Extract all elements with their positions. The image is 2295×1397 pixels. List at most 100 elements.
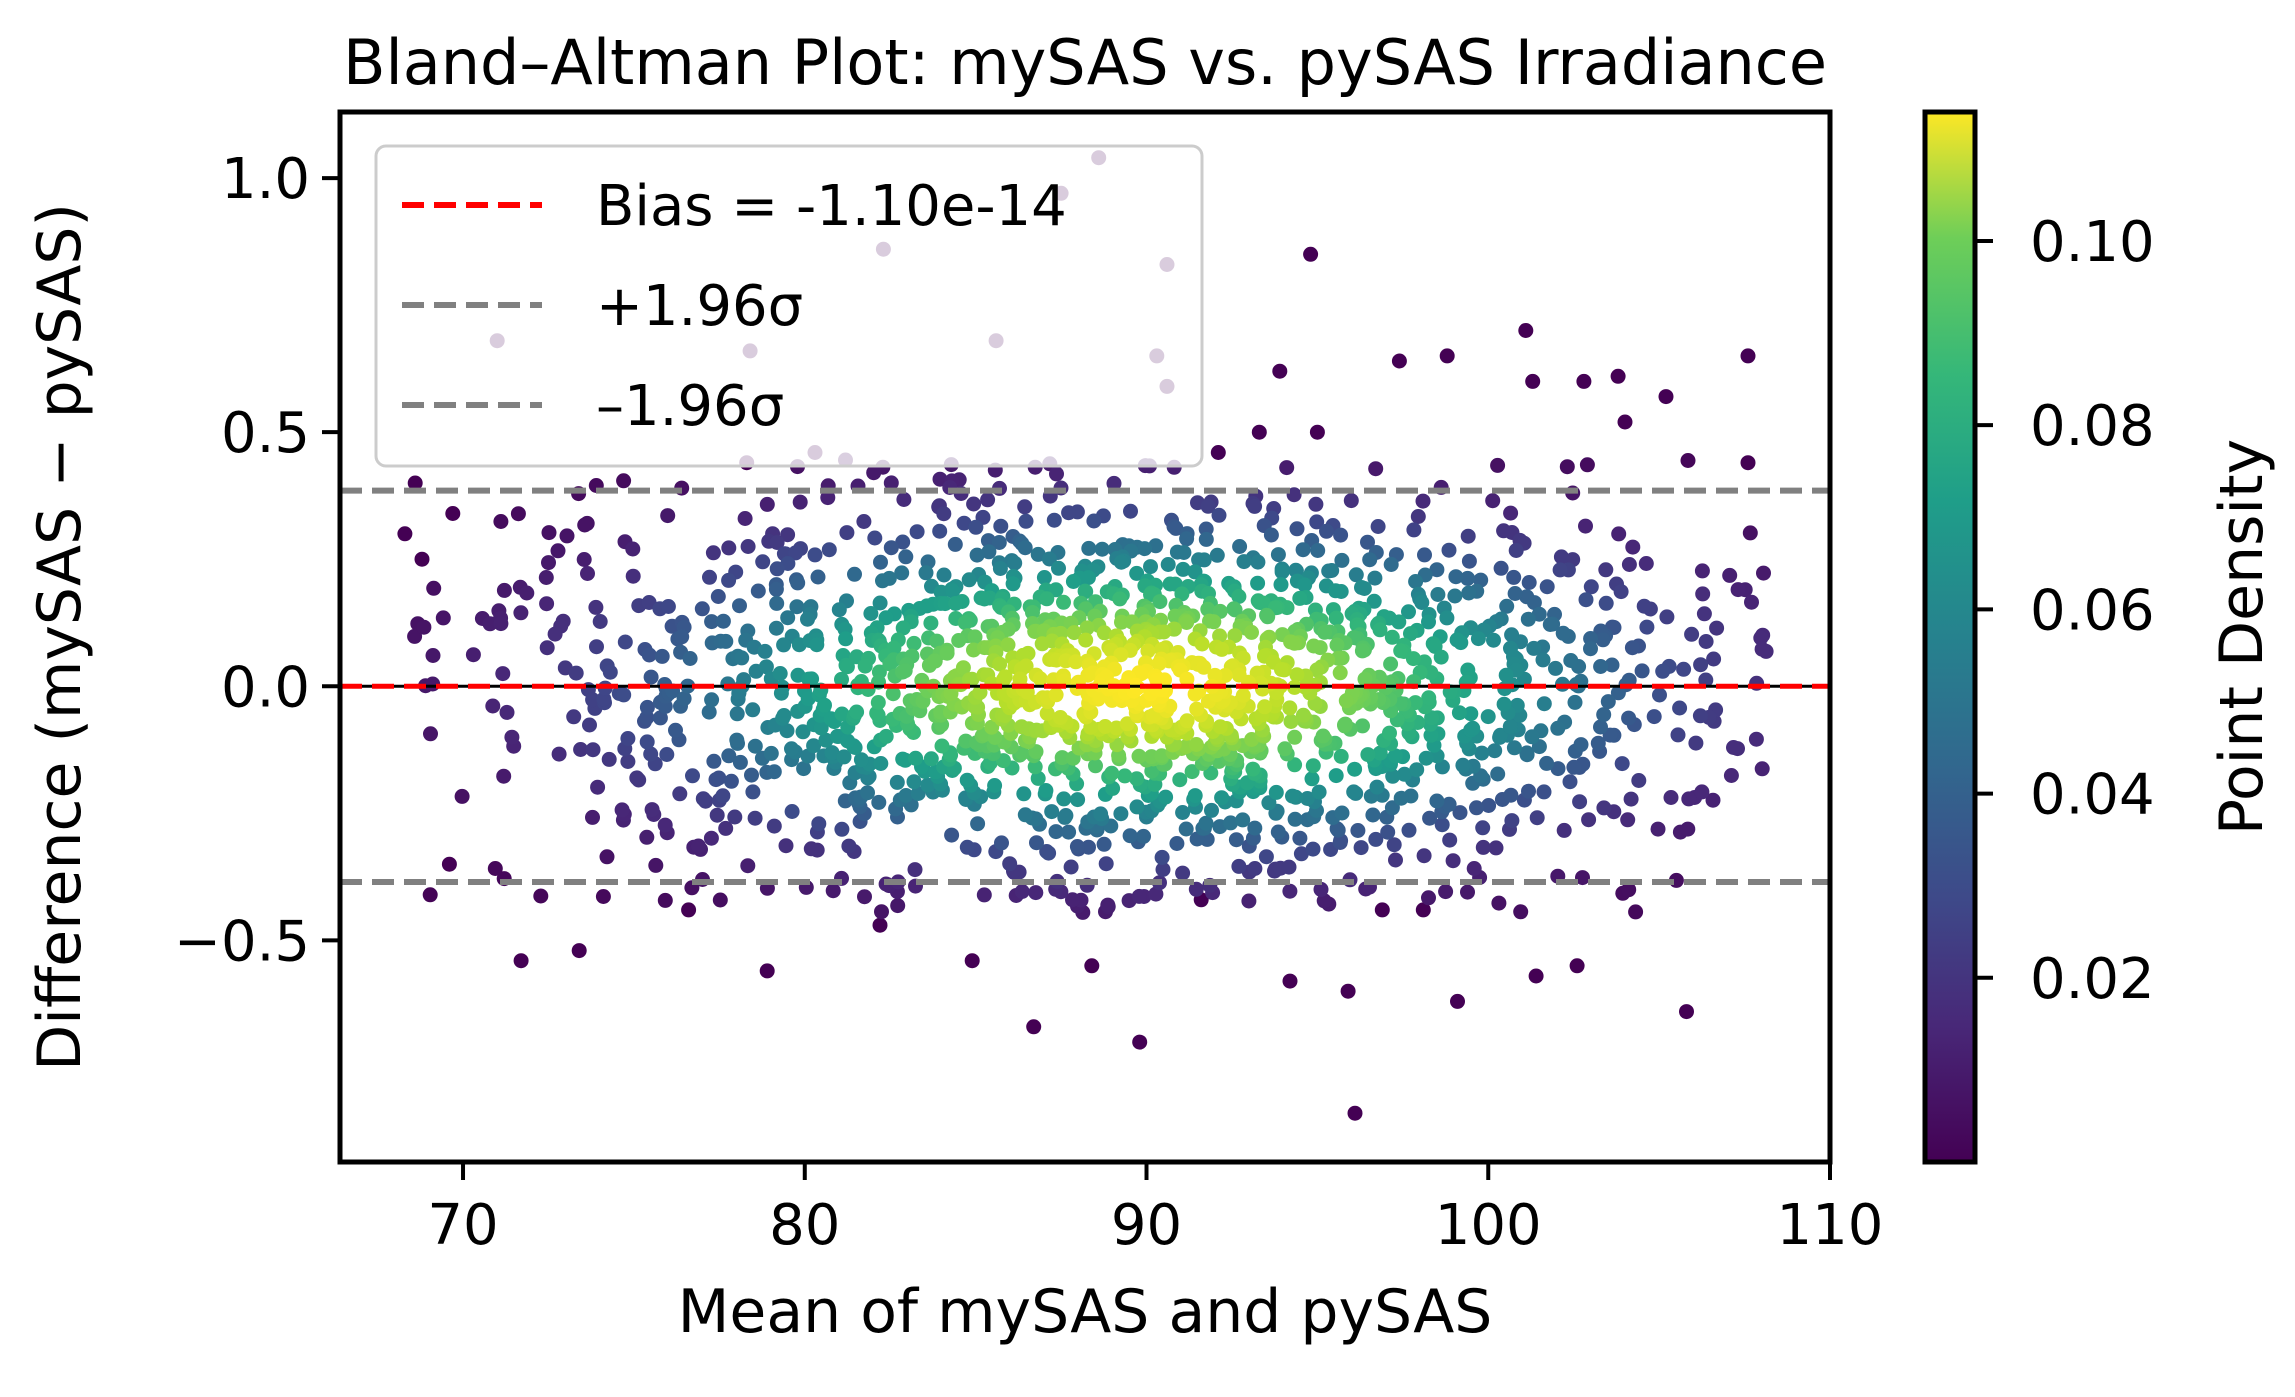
scatter-point (1129, 565, 1145, 581)
scatter-point (936, 506, 952, 522)
scatter-point (745, 702, 761, 718)
scatter-point (682, 651, 698, 666)
scatter-point (1017, 540, 1033, 556)
scatter-point (970, 816, 986, 832)
scatter-point (435, 610, 451, 626)
scatter-point (1343, 493, 1359, 509)
scatter-point (1245, 761, 1261, 777)
scatter-point (710, 589, 726, 604)
scatter-point (1567, 694, 1583, 710)
scatter-point (1299, 791, 1315, 806)
scatter-point (1133, 666, 1149, 682)
scatter-point (909, 524, 925, 540)
scatter-point (847, 566, 862, 582)
scatter-point (729, 732, 745, 748)
scatter-point (1553, 549, 1569, 565)
scatter-point (766, 764, 782, 780)
scatter-point (1453, 635, 1469, 651)
scatter-point (1485, 493, 1501, 509)
scatter-point (1328, 583, 1344, 599)
scatter-point (1475, 839, 1491, 855)
scatter-point (559, 528, 575, 544)
scatter-point (1372, 745, 1388, 761)
scatter-point (1694, 563, 1710, 579)
scatter-point (795, 724, 811, 740)
scatter-point (1211, 507, 1227, 523)
scatter-point (1097, 719, 1113, 734)
scatter-point (582, 717, 597, 733)
scatter-point (1722, 567, 1738, 583)
legend-box (374, 144, 1204, 468)
scatter-point (1652, 687, 1667, 703)
scatter-point (1372, 622, 1388, 638)
scatter-point (1634, 663, 1650, 679)
scatter-point (1387, 748, 1403, 764)
scatter-point (772, 666, 788, 681)
scatter-point (759, 496, 775, 512)
scatter-point (1499, 598, 1515, 614)
scatter-point (755, 554, 771, 570)
scatter-point (1347, 761, 1363, 777)
scatter-point (784, 741, 799, 757)
scatter-point (961, 572, 977, 588)
scatter-point (1084, 958, 1100, 974)
scatter-point (1368, 461, 1384, 477)
scatter-point (1052, 710, 1068, 725)
scatter-point (1025, 605, 1040, 620)
scatter-point (1016, 786, 1032, 802)
y-axis: −0.5 0.0 0.5 1.0 (174, 147, 340, 974)
scatter-point (652, 710, 668, 726)
scatter-point (1460, 884, 1475, 900)
scatter-point (1140, 643, 1156, 659)
scatter-point (499, 704, 515, 720)
scatter-point (1319, 523, 1334, 539)
scatter-point (1360, 747, 1376, 763)
scatter-point (644, 802, 660, 818)
scatter-point (789, 599, 805, 615)
scatter-point (1348, 567, 1364, 583)
scatter-point (1367, 570, 1383, 586)
scatter-point (426, 580, 442, 596)
scatter-point (702, 569, 717, 585)
scatter-point (1623, 791, 1639, 807)
scatter-point (729, 706, 745, 722)
scatter-point (871, 794, 887, 810)
scatter-point (541, 525, 557, 541)
scatter-point (1250, 554, 1266, 570)
scatter-point (1365, 807, 1381, 823)
scatter-point (878, 610, 894, 626)
scatter-point (1046, 512, 1062, 528)
scatter-point (1206, 614, 1222, 630)
scatter-point (780, 527, 796, 543)
scatter-point (1268, 784, 1284, 800)
scatter-point (937, 596, 953, 612)
scatter-point (1081, 839, 1096, 855)
scatter-point (1263, 527, 1279, 543)
scatter-point (1131, 888, 1147, 904)
scatter-point (939, 645, 955, 661)
scatter-point (807, 547, 823, 563)
scatter-point (934, 738, 950, 754)
scatter-point (1270, 824, 1286, 840)
scatter-point (1293, 846, 1309, 862)
scatter-point (1112, 591, 1128, 607)
scatter-point (1441, 796, 1457, 812)
scatter-point (1452, 805, 1468, 821)
scatter-point (1309, 424, 1325, 440)
scatter-point (779, 723, 795, 739)
scatter-point (1007, 555, 1023, 571)
scatter-point (1575, 870, 1590, 886)
scatter-point (496, 768, 512, 784)
scatter-point (1521, 783, 1536, 799)
scatter-point (1754, 641, 1770, 657)
scatter-point (991, 535, 1007, 550)
scatter-point (1200, 601, 1216, 617)
scatter-point (1754, 761, 1770, 777)
scatter-point (747, 810, 763, 826)
scatter-point (840, 733, 856, 749)
scatter-point (625, 541, 641, 557)
scatter-point (1487, 743, 1503, 759)
scatter-point (1421, 890, 1436, 906)
scatter-point (1105, 780, 1121, 796)
scatter-point (1519, 745, 1535, 761)
